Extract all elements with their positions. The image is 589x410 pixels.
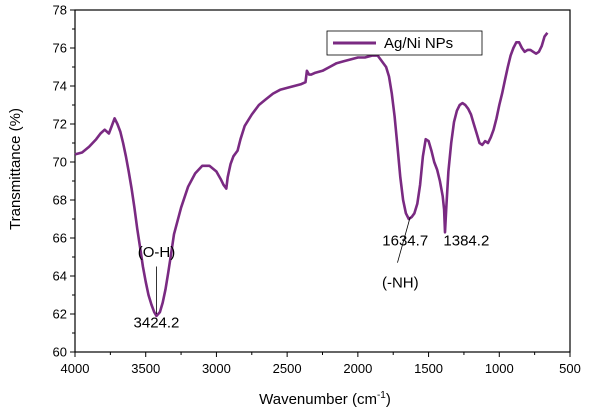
x-tick-label: 2500 <box>273 361 302 376</box>
leader-nh <box>397 216 411 263</box>
legend-label: Ag/Ni NPs <box>384 35 453 52</box>
legend: Ag/Ni NPs <box>326 30 483 56</box>
x-axis-title: Wavenumber (cm-1) <box>259 390 391 408</box>
annotations-group: (O-H) 3424.2 1634.7 (-NH) 1384.2 <box>134 216 489 331</box>
x-axis-title-main: Wavenumber (cm <box>259 391 377 408</box>
y-tick-label: 68 <box>53 193 67 208</box>
y-tick-label: 60 <box>53 345 67 360</box>
y-tick-label: 66 <box>53 231 67 246</box>
x-axis-title-end: ) <box>386 391 391 408</box>
x-tick-label: 2000 <box>343 361 372 376</box>
series-line-ag-ni <box>74 32 549 318</box>
annotation-1634: 1634.7 <box>382 233 428 250</box>
ticks-group: 4000 3500 3000 2500 2000 1500 1000 500 60 62 64 66 6… <box>53 3 581 377</box>
y-tick-label: 74 <box>53 79 67 94</box>
y-axis-title: Transmittance (%) <box>7 108 24 230</box>
series-group <box>74 32 549 318</box>
y-tick-label: 70 <box>53 155 67 170</box>
x-tick-label: 1500 <box>414 361 443 376</box>
x-tick-label: 500 <box>559 361 581 376</box>
annotation-oh: (O-H) <box>138 244 176 261</box>
annotation-1384: 1384.2 <box>443 233 489 250</box>
x-tick-label: 4000 <box>61 361 90 376</box>
x-tick-label: 1000 <box>485 361 514 376</box>
y-tick-label: 76 <box>53 41 67 56</box>
x-axis-title-sup: -1 <box>377 390 386 401</box>
y-tick-label: 62 <box>53 307 67 322</box>
annotation-3424: 3424.2 <box>134 314 180 331</box>
y-tick-label: 72 <box>53 117 67 132</box>
y-tick-label: 64 <box>53 269 67 284</box>
x-tick-label: 3500 <box>131 361 160 376</box>
annotation-nh: (-NH) <box>382 274 419 291</box>
x-tick-label: 3000 <box>202 361 231 376</box>
y-tick-label: 78 <box>53 3 67 18</box>
